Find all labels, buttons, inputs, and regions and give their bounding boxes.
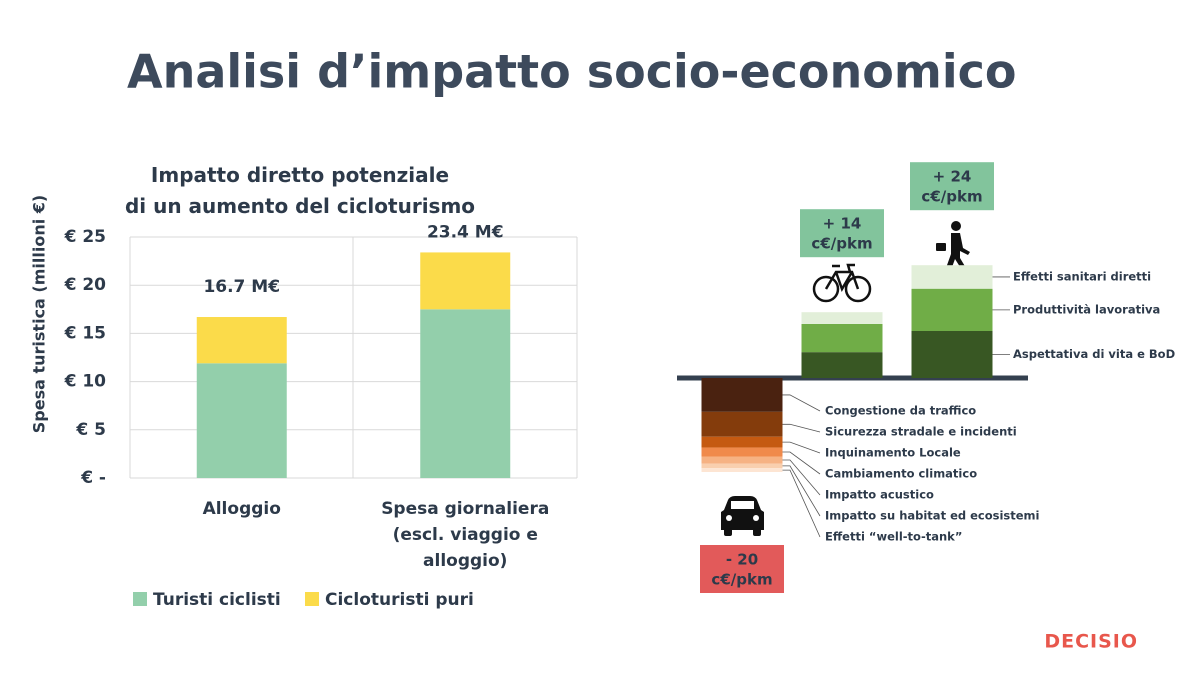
leader	[782, 459, 821, 496]
impact-segment	[801, 323, 883, 353]
total-unit: c€/pkm	[921, 188, 982, 206]
y-tick-label: € 15	[64, 323, 106, 343]
impact-segment	[701, 468, 783, 472]
impact-segment	[701, 456, 783, 464]
leader	[782, 394, 821, 412]
series-label: Sicurezza stradale e incidenti	[825, 425, 1017, 439]
leader	[782, 423, 821, 433]
bar-segment	[420, 309, 511, 478]
series-label: Effetti “well-to-tank”	[825, 530, 962, 544]
series-label: Cambiamento climatico	[825, 467, 977, 481]
series-label: Congestione da traffico	[825, 404, 976, 418]
series-label: Impatto acustico	[825, 488, 934, 502]
impact-segment	[701, 436, 783, 448]
x-tick-label: Spesa giornaliera (escl. viaggio e allog…	[381, 499, 550, 571]
slide-title: Analisi d’impatto socio-economico	[127, 45, 1016, 99]
y-tick-label: € 10	[64, 372, 107, 392]
total-unit: c€/pkm	[711, 571, 772, 589]
y-axis-label: Spesa turistica (millioni €)	[30, 195, 49, 433]
leader	[782, 465, 821, 517]
total-label: 23.4 M€	[427, 222, 504, 242]
bike-icon	[812, 263, 872, 303]
total-label: + 14	[823, 215, 862, 233]
total-unit: c€/pkm	[811, 235, 872, 253]
bar-segment	[420, 252, 511, 310]
total-box	[910, 162, 994, 211]
impact-segment	[701, 463, 783, 469]
leader	[782, 469, 821, 538]
total-label: 16.7 M€	[203, 277, 280, 297]
total-label: - 20	[726, 551, 758, 569]
series-label: Effetti sanitari diretti	[1013, 269, 1151, 283]
car-icon	[721, 496, 764, 536]
impact-segment	[911, 288, 993, 331]
leader	[782, 451, 821, 475]
total-box	[800, 209, 884, 258]
impact-segment	[701, 411, 783, 437]
walker-icon	[936, 221, 970, 270]
series-label: Produttività lavorativa	[1013, 302, 1160, 316]
legend-label: Turisti ciclisti	[153, 590, 281, 610]
y-tick-label: € 25	[64, 227, 106, 247]
impact-segment	[911, 331, 993, 378]
total-label: + 24	[933, 168, 972, 186]
total-box	[700, 545, 784, 593]
impact-segment	[911, 265, 993, 289]
logo: DECISIO	[1044, 631, 1138, 653]
chart-title: Impatto diretto potenziale di un aumento…	[124, 163, 476, 218]
bar-segment	[196, 317, 287, 364]
impact-segment	[701, 378, 783, 412]
y-tick-label: € -	[80, 468, 106, 488]
legend-label: Cicloturisti puri	[325, 590, 474, 610]
x-tick-label: Alloggio	[202, 499, 281, 519]
y-tick-label: € 5	[75, 420, 106, 440]
series-label: Inquinamento Locale	[825, 446, 961, 460]
legend-swatch	[305, 592, 319, 606]
impact-segment	[701, 447, 783, 457]
series-label: Impatto su habitat ed ecosistemi	[825, 509, 1039, 523]
bar-segment	[196, 363, 287, 478]
legend-swatch	[133, 592, 147, 606]
impact-segment	[801, 352, 883, 378]
y-tick-label: € 20	[64, 275, 107, 295]
leader	[782, 441, 821, 454]
series-label: Aspettativa di vita e BoD	[1013, 347, 1175, 361]
impact-segment	[801, 312, 883, 324]
